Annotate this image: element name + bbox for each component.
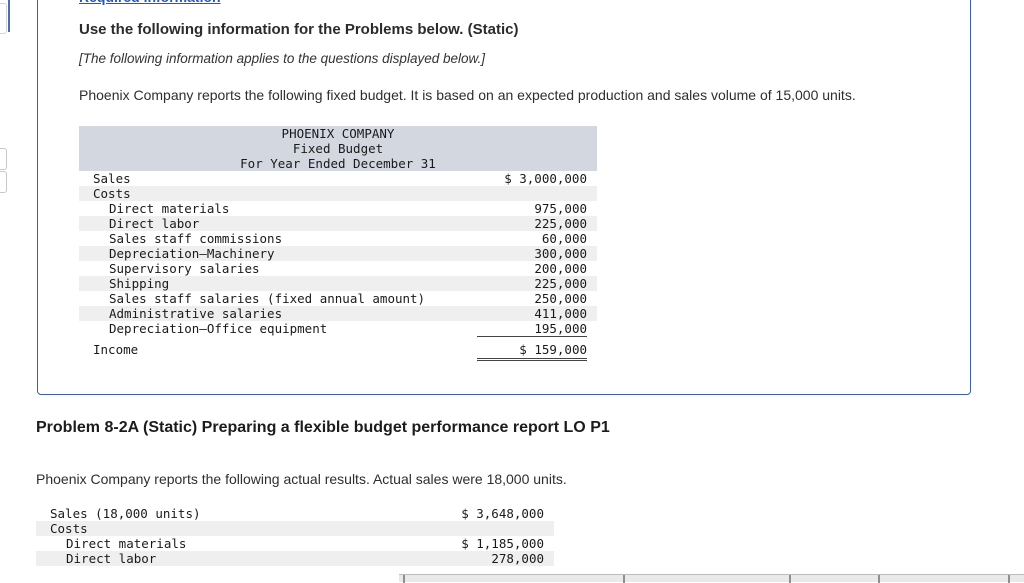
table-title-company: PHOENIX COMPANY xyxy=(281,126,395,141)
left-edge-button-fragment xyxy=(0,3,7,34)
actual-results-table: Sales (18,000 units) $ 3,648,000 Costs Dire… xyxy=(36,506,554,566)
row-amount: 200,000 xyxy=(534,261,587,276)
row-label: Supervisory salaries xyxy=(109,261,260,276)
required-information-content: Required information Use the following i… xyxy=(38,0,970,361)
actual-results-table-body: Sales (18,000 units) $ 3,648,000 Costs Dire… xyxy=(36,506,554,566)
row-amount xyxy=(434,521,544,536)
table-row: Sales $ 3,000,000 xyxy=(79,171,597,186)
left-edge-button-fragment xyxy=(0,148,7,170)
applies-to-questions-note: [The following information applies to th… xyxy=(79,51,485,66)
table-row: Direct labor 278,000 xyxy=(36,551,554,566)
fixed-budget-table-header: PHOENIX COMPANY Fixed Budget For Year En… xyxy=(79,126,597,171)
left-edge-accent-fragment xyxy=(8,0,10,32)
table-title-report: Fixed Budget xyxy=(292,141,384,156)
left-edge-button-fragment xyxy=(0,171,7,193)
fixed-budget-intro-text: Phoenix Company reports the following fi… xyxy=(79,87,856,103)
table-row: Direct materials 975,000 xyxy=(79,201,597,216)
grid-divider xyxy=(789,575,791,583)
bottom-table-fragment xyxy=(399,574,1024,583)
row-amount: $ 3,000,000 xyxy=(504,171,587,186)
grid-divider xyxy=(1008,575,1010,583)
row-label: Income xyxy=(93,342,139,357)
table-row: Costs xyxy=(36,521,554,536)
use-information-heading: Use the following information for the Pr… xyxy=(79,21,519,38)
row-label: Costs xyxy=(93,186,131,201)
row-amount: 195,000 xyxy=(477,321,587,337)
fixed-budget-table-body: Sales $ 3,000,000 Costs Direct materials 975… xyxy=(79,171,597,361)
grid-divider xyxy=(623,575,625,583)
table-row: Shipping 225,000 xyxy=(79,276,597,291)
row-label: Sales staff commissions xyxy=(109,231,283,246)
required-information-panel: Required information Use the following i… xyxy=(37,0,971,395)
row-amount: $ 1,185,000 xyxy=(461,536,544,551)
problem-intro-text: Phoenix Company reports the following ac… xyxy=(36,471,567,487)
table-row: Direct materials $ 1,185,000 xyxy=(36,536,554,551)
row-label: Direct labor xyxy=(66,551,157,566)
fixed-budget-table: PHOENIX COMPANY Fixed Budget For Year En… xyxy=(79,126,597,361)
row-amount: 225,000 xyxy=(534,216,587,231)
row-amount: 975,000 xyxy=(534,201,587,216)
row-amount: 225,000 xyxy=(534,276,587,291)
row-label: Direct materials xyxy=(66,536,187,551)
table-title-period: For Year Ended December 31 xyxy=(240,156,436,171)
table-row: Depreciation—Office equipment 195,000 xyxy=(79,321,597,337)
row-amount: 300,000 xyxy=(534,246,587,261)
problem-heading: Problem 8-2A (Static) Preparing a flexib… xyxy=(36,419,610,436)
row-amount: $ 3,648,000 xyxy=(461,506,544,521)
table-row: Direct labor 225,000 xyxy=(79,216,597,231)
row-label: Depreciation—Machinery xyxy=(109,246,275,261)
row-amount: $ 159,000 xyxy=(477,342,587,361)
table-row: Supervisory salaries 200,000 xyxy=(79,261,597,276)
table-row: Depreciation—Machinery 300,000 xyxy=(79,246,597,261)
row-label: Sales (18,000 units) xyxy=(50,506,201,521)
row-label: Sales xyxy=(93,171,131,186)
table-row: Sales (18,000 units) $ 3,648,000 xyxy=(36,506,554,521)
row-amount: 60,000 xyxy=(541,231,587,246)
table-row: Sales staff commissions 60,000 xyxy=(79,231,597,246)
grid-divider xyxy=(878,575,880,583)
grid-divider xyxy=(403,575,405,583)
row-label: Sales staff salaries (fixed annual amoun… xyxy=(109,291,426,306)
table-row: Costs xyxy=(79,186,597,201)
table-row: Administrative salaries 411,000 xyxy=(79,306,597,321)
row-amount: 250,000 xyxy=(534,291,587,306)
table-row: Sales staff salaries (fixed annual amoun… xyxy=(79,291,597,306)
row-label: Administrative salaries xyxy=(109,306,283,321)
row-label: Direct materials xyxy=(109,201,230,216)
required-information-link[interactable]: Required information xyxy=(79,0,221,5)
table-row: Income $ 159,000 xyxy=(79,342,597,361)
row-label: Direct labor xyxy=(109,216,200,231)
row-label: Depreciation—Office equipment xyxy=(109,321,328,336)
row-amount: 278,000 xyxy=(491,551,544,566)
row-amount: 411,000 xyxy=(534,306,587,321)
row-label: Shipping xyxy=(109,276,170,291)
row-amount xyxy=(477,186,587,201)
row-label: Costs xyxy=(50,521,88,536)
